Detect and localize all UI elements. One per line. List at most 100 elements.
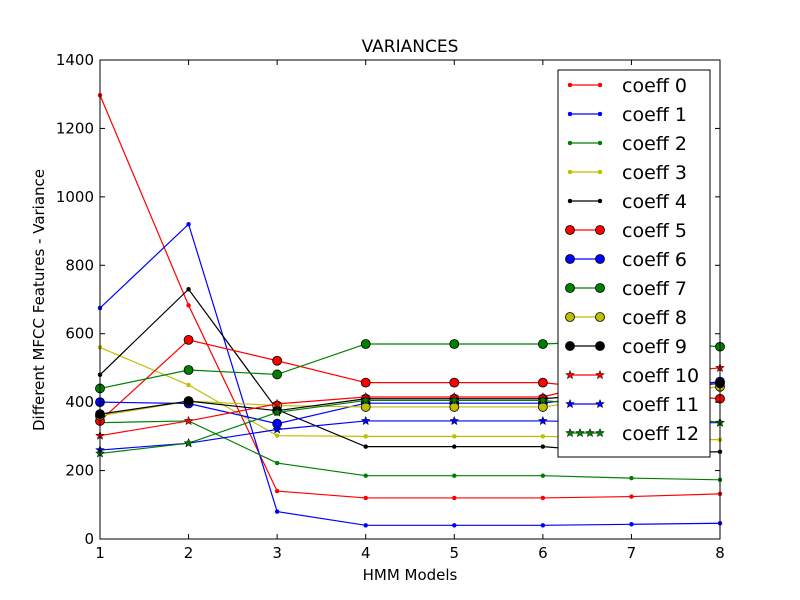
data-point-coeff-7-model-6 (537, 339, 548, 349)
x-tick-label: 5 (450, 544, 460, 562)
legend-marker-coeff-11-start (565, 398, 575, 409)
legend-marker-coeff-9-start (565, 341, 575, 351)
data-point-coeff-2-model-7 (629, 475, 634, 481)
data-point-coeff-12-model-2 (183, 437, 194, 448)
legend-marker-coeff-4-start (567, 198, 573, 204)
legend-marker-coeff-3-end (597, 169, 603, 175)
x-tick-label: 4 (361, 544, 371, 562)
legend-marker-coeff-0-end (597, 82, 603, 88)
data-point-coeff-0-model-2 (186, 303, 191, 308)
data-point-coeff-12-model-6 (537, 395, 548, 405)
legend-marker-coeff-0-start (567, 82, 573, 88)
data-point-coeff-4-model-4 (363, 444, 368, 449)
data-point-coeff-0-model-4 (363, 495, 368, 501)
data-point-coeff-7-model-3 (272, 369, 283, 380)
x-tick-label: 8 (715, 544, 725, 562)
series-line-coeff-0 (99, 95, 721, 499)
legend-label-coeff-0: coeff 0 (622, 75, 687, 97)
data-point-coeff-3-model-4 (363, 434, 368, 439)
legend-marker-coeff-2-end (597, 140, 603, 146)
data-point-coeff-3-model-3 (274, 433, 280, 438)
legend-marker-coeff-12 (575, 427, 585, 438)
legend-marker-coeff-3-start (567, 169, 573, 175)
data-point-coeff-11-model-3 (272, 424, 283, 434)
data-point-coeff-0-model-6 (540, 495, 546, 501)
legend-marker-coeff-4-end (597, 198, 603, 204)
data-point-coeff-0-model-7 (629, 494, 634, 499)
legend-label-coeff-4: coeff 4 (622, 191, 687, 213)
data-point-coeff-11-model-5 (449, 415, 460, 426)
series-line-coeff-2 (99, 420, 721, 481)
data-point-coeff-9-model-2 (183, 396, 194, 407)
legend-marker-coeff-12 (565, 427, 575, 438)
data-point-coeff-7-model-2 (183, 365, 194, 375)
y-tick-label: 800 (65, 256, 94, 274)
data-point-coeff-12-model-3 (272, 407, 283, 417)
legend-marker-coeff-11-end (595, 398, 605, 409)
legend-box (557, 69, 711, 458)
legend-label-coeff-8: coeff 8 (622, 307, 687, 329)
legend-marker-coeff-1-end (597, 111, 603, 117)
data-point-coeff-5-model-2 (183, 334, 194, 345)
legend-marker-coeff-6-end (595, 254, 605, 264)
legend-marker-coeff-10-end (595, 369, 605, 380)
legend-label-coeff-1: coeff 1 (622, 104, 687, 126)
legend-label-coeff-2: coeff 2 (622, 133, 687, 155)
x-tick-label: 3 (272, 544, 282, 562)
y-tick-label: 400 (65, 393, 94, 411)
axis-ticks: 1 2 3 4 5 6 7 8 0 200 400 600 800 1000 1200 1400 (56, 51, 725, 562)
legend-label-coeff-11: coeff 11 (622, 394, 699, 416)
y-tick-label: 0 (84, 530, 94, 548)
data-point-coeff-10-model-3 (272, 398, 283, 409)
legend-marker-coeff-10-start (565, 369, 575, 380)
legend-marker-coeff-8-end (595, 312, 605, 322)
data-point-coeff-11-model-4 (360, 415, 371, 426)
data-point-coeff-1-model-2 (186, 221, 191, 227)
y-tick-label: 1000 (56, 188, 94, 206)
data-point-coeff-12-model-5 (449, 395, 460, 405)
legend-label-coeff-7: coeff 7 (622, 278, 687, 300)
data-point-coeff-2-model-4 (363, 473, 368, 478)
data-point-coeff-7-model-4 (360, 339, 371, 349)
data-point-coeff-8-model-5 (449, 402, 460, 412)
legend-marker-coeff-8-start (565, 312, 575, 322)
data-point-coeff-0-model-3 (274, 488, 280, 494)
legend-marker-coeff-1-start (567, 111, 573, 117)
legend: coeff 0 coeff 1 coeff 2 coeff 3 coeff 4 coeff… (557, 69, 711, 458)
legend-label-coeff-9: coeff 9 (622, 336, 687, 358)
legend-marker-coeff-6-start (565, 254, 575, 264)
data-point-coeff-5-model-6 (537, 377, 548, 388)
legend-label-coeff-5: coeff 5 (622, 220, 687, 242)
data-point-coeff-4-model-2 (186, 286, 191, 292)
y-tick-label: 200 (65, 462, 94, 480)
x-tick-label: 6 (538, 544, 548, 562)
data-point-coeff-3-model-6 (540, 434, 546, 439)
legend-label-coeff-6: coeff 6 (622, 249, 687, 271)
data-point-coeff-4-model-6 (540, 444, 546, 449)
legend-marker-coeff-9-end (595, 341, 605, 351)
y-tick-label: 1400 (56, 51, 94, 69)
data-point-coeff-8-model-4 (360, 402, 371, 412)
data-point-coeff-1-model-7 (629, 522, 634, 527)
data-point-coeff-8-model-6 (537, 402, 548, 412)
series-line-coeff-1 (99, 223, 721, 526)
chart-title: VARIANCES (362, 37, 459, 57)
legend-label-coeff-3: coeff 3 (622, 162, 687, 184)
legend-label-coeff-12: coeff 12 (622, 423, 699, 445)
data-point-coeff-1-model-4 (363, 523, 368, 528)
x-tick-label: 1 (95, 544, 105, 562)
data-point-coeff-7-model-5 (449, 339, 460, 349)
data-point-coeff-2-model-5 (452, 473, 457, 478)
data-point-coeff-5-model-3 (272, 355, 283, 366)
legend-marker-coeff-5-start (565, 225, 575, 235)
data-point-coeff-11-model-6 (537, 415, 548, 426)
data-point-coeff-3-model-5 (452, 434, 457, 439)
data-point-coeff-2-model-6 (540, 473, 546, 478)
legend-marker-coeff-7-start (565, 283, 575, 293)
y-tick-label: 600 (65, 325, 94, 343)
data-point-coeff-5-model-5 (449, 377, 460, 388)
legend-marker-coeff-5-end (595, 225, 605, 235)
y-axis-label: Different MFCC Features - Variance (30, 169, 48, 431)
legend-marker-coeff-2-start (567, 140, 573, 146)
